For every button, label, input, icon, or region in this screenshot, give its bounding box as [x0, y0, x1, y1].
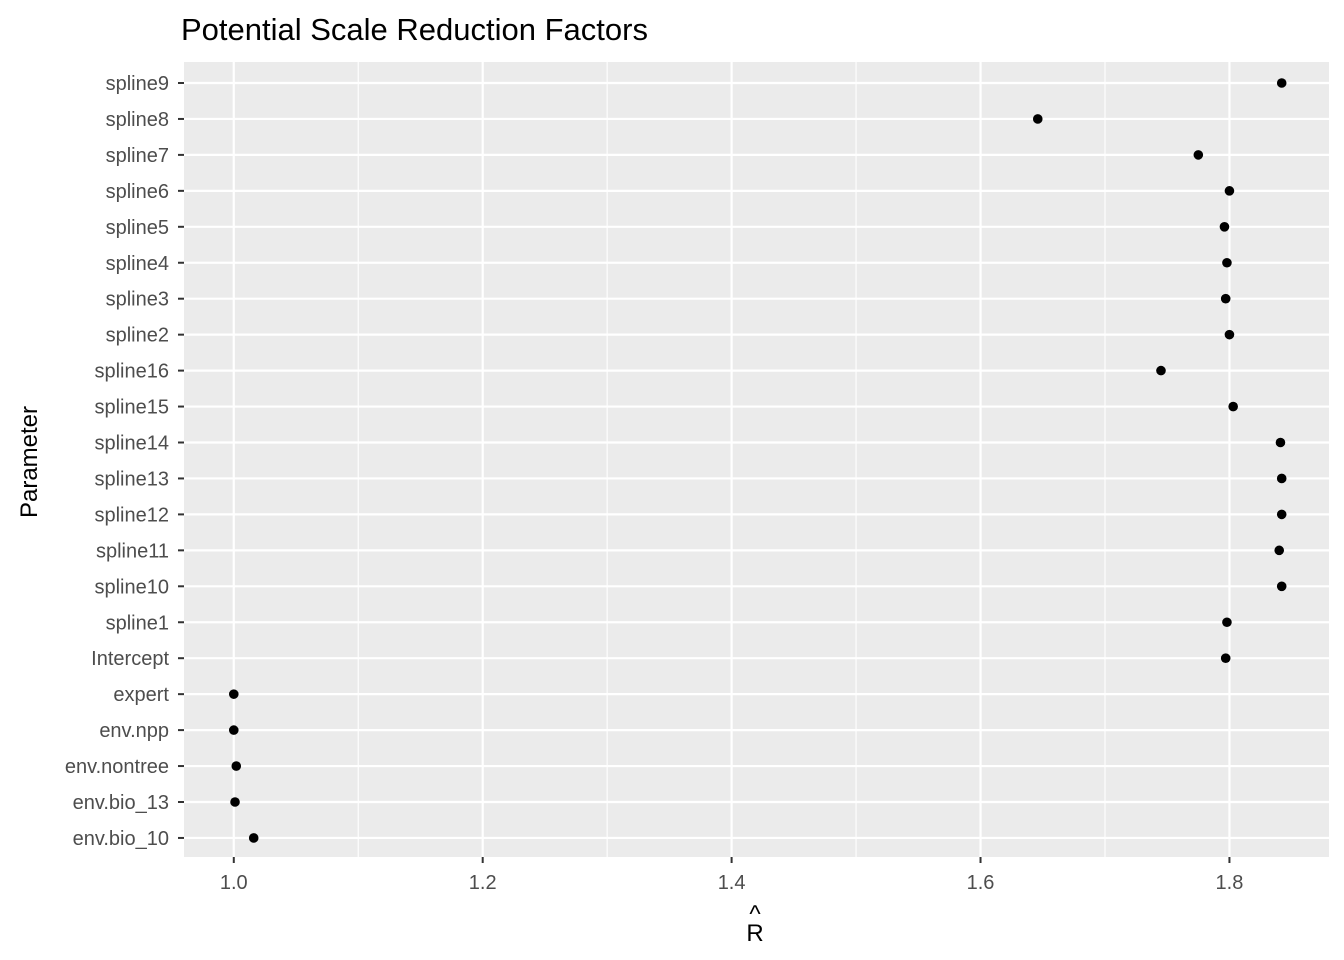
- x-axis: 1.0 1.2 1.4 1.6 1.8: [220, 857, 1243, 894]
- y-tick-label: Intercept: [91, 648, 169, 670]
- x-tick-label: 1.6: [967, 872, 995, 894]
- data-point: [228, 725, 239, 735]
- x-tick-label: 1.0: [220, 872, 248, 894]
- data-point: [1219, 222, 1230, 232]
- y-tick-label: spline11: [96, 540, 169, 562]
- data-point: [1276, 78, 1287, 88]
- y-tick-label: env.bio_13: [73, 792, 169, 814]
- y-tick-label: spline12: [94, 504, 169, 526]
- data-points: [228, 78, 1287, 843]
- data-point: [1156, 365, 1166, 376]
- y-tick-label: spline5: [106, 217, 169, 239]
- data-point: [1032, 114, 1043, 124]
- data-point: [231, 761, 242, 771]
- data-point: [1276, 509, 1287, 520]
- y-tick-label: spline7: [106, 145, 169, 167]
- data-point: [228, 689, 239, 699]
- y-axis-title: Parameter: [16, 406, 43, 518]
- y-tick-label: spline16: [94, 361, 169, 383]
- y-tick-label: spline15: [94, 397, 169, 419]
- data-point: [1228, 401, 1238, 412]
- y-tick-label: env.nontree: [65, 756, 169, 778]
- data-point: [230, 797, 240, 807]
- y-tick-label: spline14: [94, 433, 169, 455]
- y-tick-label: spline1: [106, 612, 169, 634]
- y-tick-label: spline4: [106, 253, 169, 275]
- y-tick-label: expert: [113, 684, 169, 706]
- data-point: [1220, 293, 1231, 304]
- x-axis-title: R: [746, 920, 763, 947]
- minor-gridlines: [357, 62, 1106, 857]
- y-tick-label: spline8: [106, 109, 169, 131]
- data-point: [1224, 329, 1235, 340]
- y-tick-label: spline3: [106, 289, 169, 311]
- x-tick-label: 1.8: [1216, 872, 1244, 894]
- data-point: [1275, 437, 1286, 448]
- y-tick-label: env.npp: [99, 720, 169, 742]
- data-point: [1274, 545, 1285, 556]
- y-tick-label: spline13: [94, 468, 169, 490]
- data-point: [1224, 186, 1235, 196]
- data-point: [1276, 581, 1287, 592]
- data-point: [1220, 653, 1231, 663]
- data-point: [1193, 150, 1204, 160]
- y-tick-label: spline2: [106, 325, 169, 347]
- data-point: [1222, 257, 1232, 268]
- y-tick-label: spline9: [106, 73, 169, 95]
- x-tick-label: 1.2: [469, 872, 497, 894]
- chart-title: Potential Scale Reduction Factors: [181, 12, 648, 47]
- major-gridlines: [184, 62, 1329, 857]
- x-axis-accent: ^: [749, 901, 761, 928]
- data-point: [1222, 617, 1232, 628]
- x-tick-label: 1.4: [718, 872, 746, 894]
- y-tick-label: spline6: [106, 181, 169, 203]
- y-tick-label: env.bio_10: [73, 828, 169, 850]
- y-tick-label: spline10: [94, 576, 169, 598]
- y-axis: spline9 spline8 spline7 spline6 spline5 splin…: [65, 73, 184, 850]
- data-point: [248, 833, 259, 843]
- data-point: [1276, 473, 1287, 484]
- plot-panel: [184, 62, 1329, 857]
